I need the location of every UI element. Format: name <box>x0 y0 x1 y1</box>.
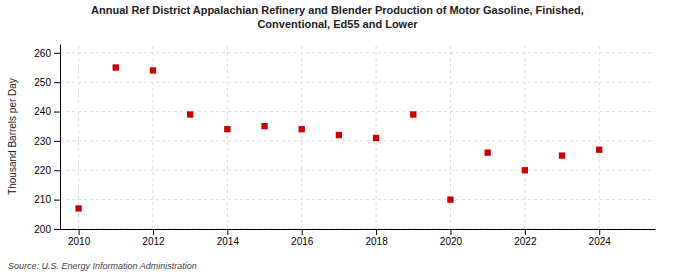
axis-line <box>61 229 656 230</box>
axis-line <box>60 45 61 230</box>
tick: 210 <box>34 194 60 205</box>
tick: 220 <box>34 165 60 176</box>
tick: 240 <box>34 106 60 117</box>
grid-line <box>60 52 655 53</box>
tick-label: 200 <box>34 224 51 235</box>
plot-area <box>75 64 602 211</box>
grid-line <box>60 229 655 230</box>
tick: 260 <box>34 48 60 59</box>
tick-label: 250 <box>34 77 51 88</box>
point <box>187 111 193 117</box>
point <box>373 135 379 141</box>
tick-label: 260 <box>34 48 51 59</box>
tick-label: 2010 <box>68 236 91 247</box>
y-axis-label: Thousand Barrels per Day <box>7 78 18 195</box>
title-line: Conventional, Ed55 and Lower <box>257 18 418 30</box>
tick: 250 <box>34 77 60 88</box>
point <box>299 126 305 132</box>
point <box>484 149 490 155</box>
x-axis: 2010 2012 2014 2016 2018 2020 2022 2024 <box>61 229 656 247</box>
tick: 2014 <box>217 229 240 247</box>
point <box>522 167 528 173</box>
point <box>410 111 416 117</box>
title: Annual Ref District Appalachian Refinery… <box>91 4 584 30</box>
tick-mark <box>54 200 60 201</box>
tick: 2020 <box>440 229 463 247</box>
tick-label: 220 <box>34 165 51 176</box>
tick-mark <box>153 229 154 235</box>
tick-mark <box>54 112 60 113</box>
point <box>113 64 119 70</box>
grid-line <box>599 44 600 229</box>
grid-line <box>78 44 79 229</box>
point <box>224 126 230 132</box>
tick: 2010 <box>68 229 91 247</box>
tick-mark <box>79 229 80 235</box>
point <box>596 147 602 153</box>
tick-label: 240 <box>34 106 51 117</box>
grid-line <box>60 111 655 112</box>
tick: 2018 <box>365 229 388 247</box>
grid-line <box>301 44 302 229</box>
grid <box>60 44 655 229</box>
grid-line <box>60 199 655 200</box>
title-line: Annual Ref District Appalachian Refinery… <box>91 4 584 16</box>
chart: Annual Ref District Appalachian Refinery… <box>0 0 675 275</box>
tick-label: 2022 <box>514 236 537 247</box>
point <box>559 152 565 158</box>
tick: 200 <box>34 224 60 235</box>
tick-mark <box>54 53 60 54</box>
tick-mark <box>227 229 228 235</box>
tick-mark <box>302 229 303 235</box>
point <box>261 123 267 129</box>
tick-label: 210 <box>34 194 51 205</box>
tick-label: 2016 <box>291 236 314 247</box>
annotation: Source: U.S. Energy Information Administ… <box>8 261 197 271</box>
tick-mark <box>54 82 60 83</box>
point <box>150 67 156 73</box>
tick-mark <box>525 229 526 235</box>
grid-line <box>60 170 655 171</box>
grid-line <box>60 82 655 83</box>
tick: 2022 <box>514 229 537 247</box>
tick-label: 2012 <box>142 236 165 247</box>
tick-label: 2020 <box>440 236 463 247</box>
tick-mark <box>54 170 60 171</box>
tick-mark <box>450 229 451 235</box>
tick-label: 2024 <box>589 236 612 247</box>
tick-mark <box>376 229 377 235</box>
tick-mark <box>599 229 600 235</box>
tick: 2024 <box>589 229 612 247</box>
point <box>75 205 81 211</box>
point <box>336 132 342 138</box>
tick: 230 <box>34 136 60 147</box>
grid-line <box>227 44 228 229</box>
tick-label: 230 <box>34 136 51 147</box>
grid-line <box>60 140 655 141</box>
point <box>447 196 453 202</box>
tick-label: 2018 <box>365 236 388 247</box>
grid-line <box>524 44 525 229</box>
tick-mark <box>54 141 60 142</box>
y-axis: 200 210 220 230 240 250 260 <box>34 45 60 235</box>
tick: 2016 <box>291 229 314 247</box>
tick-label: 2014 <box>217 236 240 247</box>
tick: 2012 <box>142 229 165 247</box>
tick-mark <box>54 229 60 230</box>
